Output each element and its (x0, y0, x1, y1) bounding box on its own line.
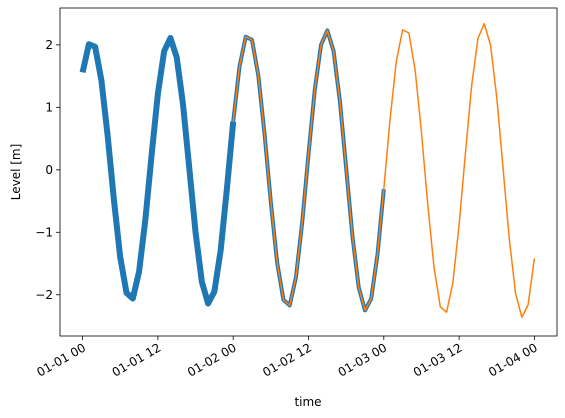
x-tick-label: 01-03 12 (411, 340, 465, 379)
x-tick-label: 01-01 12 (110, 340, 164, 379)
x-tick-label: 01-02 00 (185, 340, 239, 379)
y-tick-label: 0 (45, 163, 53, 177)
y-tick-label: −1 (35, 225, 53, 239)
x-tick-label: 01-01 00 (34, 340, 88, 379)
x-tick-label: 01-03 00 (336, 340, 390, 379)
line-series (231, 28, 386, 313)
y-tick-label: 1 (45, 100, 53, 114)
x-tick-label: 01-04 00 (486, 340, 540, 379)
line-series (79, 34, 237, 307)
x-tick-label: 01-02 12 (260, 340, 314, 379)
plot-frame (59, 7, 558, 337)
x-axis-label: time (294, 395, 321, 409)
y-tick-label: 2 (45, 38, 53, 52)
line-series (232, 22, 536, 319)
y-tick-label: −2 (35, 288, 53, 302)
y-axis-label: Level [m] (9, 144, 23, 201)
